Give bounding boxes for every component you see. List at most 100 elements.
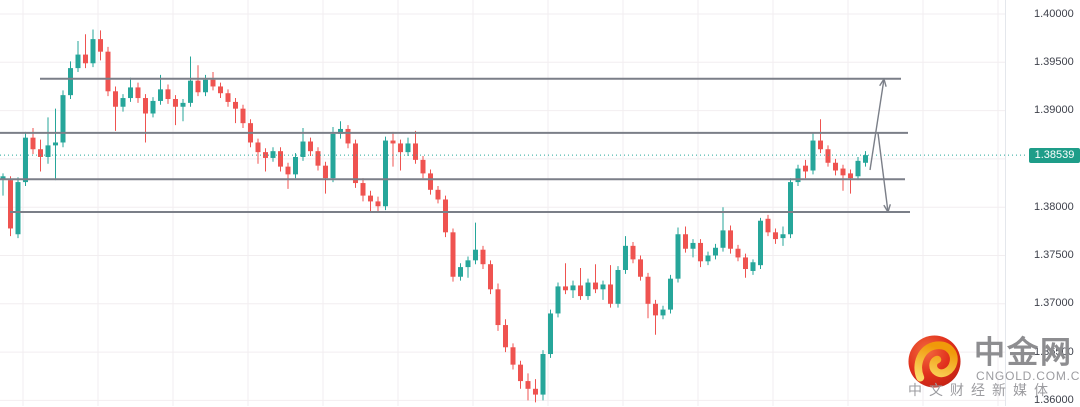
candle-body	[443, 199, 448, 233]
candle-body	[780, 234, 786, 239]
candle-body	[825, 149, 831, 163]
candle-body	[68, 68, 73, 96]
candle-body	[203, 79, 208, 93]
candle-body	[210, 79, 216, 87]
candle-body	[83, 54, 88, 64]
current-price-value: 1.38539	[1034, 149, 1075, 162]
candle-body	[743, 257, 748, 270]
candle-body	[0, 176, 6, 180]
candle-body	[473, 249, 478, 261]
candle-body	[585, 282, 591, 297]
candle-body	[8, 180, 13, 229]
candle-body	[728, 230, 733, 249]
candle-body	[840, 168, 846, 176]
candle-body	[833, 162, 838, 171]
candle-body	[255, 142, 261, 153]
candle-body	[773, 232, 778, 240]
up-arrow[interactable]	[869, 78, 887, 171]
candle-body	[690, 242, 696, 249]
candle-body	[668, 278, 673, 310]
candle-body	[75, 54, 81, 69]
candle-body	[315, 151, 321, 166]
candle-body	[38, 149, 43, 157]
candle-body	[173, 99, 178, 107]
candle-body	[420, 159, 426, 174]
candle-body	[383, 140, 388, 207]
candle-body	[458, 267, 463, 277]
candle-body	[758, 220, 763, 266]
candles	[0, 29, 868, 403]
candle-body	[120, 98, 126, 107]
candle-body	[608, 284, 613, 304]
candle-body	[285, 166, 291, 175]
candle-body	[135, 87, 141, 99]
candle-body	[578, 285, 583, 297]
axis-label: 1.39500	[1034, 55, 1074, 68]
axis-label: 1.37500	[1034, 249, 1074, 261]
candle-body	[428, 173, 433, 190]
candle-body	[450, 232, 456, 277]
candle-body	[353, 143, 358, 184]
down-arrow[interactable]	[877, 132, 891, 213]
candle-body	[795, 168, 801, 183]
price-axis[interactable]: 1.38539 1.400001.395001.390001.385001.38…	[1005, 0, 1080, 406]
candle-body	[818, 140, 823, 150]
candle-body	[855, 160, 861, 177]
candle-body	[600, 284, 606, 290]
candle-body	[660, 309, 666, 316]
candle-body	[803, 165, 808, 172]
candle-body	[143, 98, 148, 114]
candle-body	[518, 364, 523, 382]
candle-body	[405, 143, 411, 153]
axis-label: 1.37000	[1034, 297, 1074, 310]
candle-body	[90, 39, 96, 64]
brand-name: 中金网	[974, 335, 1073, 370]
candle-body	[563, 286, 568, 291]
candle-body	[240, 108, 246, 124]
candle-body	[570, 285, 576, 291]
candle-body	[465, 260, 471, 268]
axis-label: 1.39000	[1034, 104, 1074, 117]
current-price-badge: 1.38539	[1029, 147, 1080, 163]
trend-arrows[interactable]	[869, 78, 891, 213]
brand-domain: CNGOLD.COM.CN	[976, 369, 1080, 383]
candle-body	[488, 264, 493, 290]
candle-body	[98, 39, 103, 52]
candle-body	[150, 100, 156, 114]
candle-body	[765, 218, 771, 233]
candle-body	[53, 142, 58, 146]
candle-body	[338, 128, 343, 134]
candle-body	[495, 289, 501, 326]
candle-body	[480, 249, 486, 265]
candle-body	[368, 195, 373, 202]
candle-body	[233, 101, 238, 109]
candle-body	[278, 151, 283, 167]
candle-body	[218, 86, 223, 94]
candle-body	[510, 347, 516, 365]
candle-body	[638, 259, 643, 277]
candle-body	[705, 255, 711, 262]
candle-body	[630, 245, 636, 260]
candle-body	[165, 89, 171, 100]
candle-body	[158, 89, 163, 101]
candle-body	[30, 137, 36, 150]
candle-body	[683, 234, 688, 249]
candle-body	[300, 141, 306, 157]
candle-body	[360, 183, 366, 196]
grid-lines	[0, 0, 1005, 406]
candle-body	[375, 201, 381, 207]
candle-body	[308, 141, 313, 152]
candle-body	[713, 247, 718, 256]
candle-body	[188, 80, 193, 103]
candle-body	[390, 140, 396, 144]
horizontal-level-lines[interactable]	[0, 77, 910, 214]
candle-body	[593, 282, 598, 290]
cngold-logo-icon	[908, 335, 961, 388]
candle-body	[345, 128, 351, 144]
candle-body	[195, 80, 201, 93]
candle-body	[675, 234, 681, 279]
logo-gold-swirl	[914, 341, 958, 382]
candle-body	[503, 325, 508, 348]
candle-body	[735, 248, 741, 258]
